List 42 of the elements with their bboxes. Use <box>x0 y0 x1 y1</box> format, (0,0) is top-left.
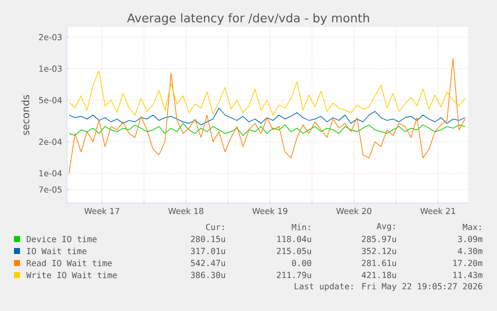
y-tick-label: 7e-05 <box>39 186 62 193</box>
text: 285.97u <box>362 236 396 242</box>
text: 17.20m <box>453 260 482 266</box>
legend-label: IO Wait time <box>27 248 86 254</box>
legend-label: Device IO time <box>26 236 97 242</box>
text: Cur: <box>206 224 224 230</box>
legend-label: Read IO Wait time <box>26 260 112 266</box>
text: 11.43m <box>453 272 482 278</box>
y-tick-label: 2e-03 <box>39 34 62 40</box>
x-tick-label: Week 18 <box>168 208 204 214</box>
text: 386.30u <box>190 272 225 278</box>
line-series <box>68 70 466 116</box>
y-tick-label: 1e-03 <box>39 66 62 72</box>
legend-label: Write IO Wait time <box>26 272 117 278</box>
chart-title: Average latency for /dev/vda - by month <box>127 13 369 25</box>
text: Avg: <box>376 223 395 231</box>
line-series <box>68 58 466 174</box>
text: 3.09m <box>458 236 482 242</box>
text: 215.05u <box>276 248 311 254</box>
text: 280.15u <box>190 236 225 242</box>
text: 281.61u <box>362 260 396 266</box>
text: 421.18u <box>362 272 396 278</box>
text: 542.47u <box>190 260 225 266</box>
x-tick-label: Week 21 <box>420 208 456 214</box>
x-tick-label: Week 17 <box>84 208 120 214</box>
text: 211.79u <box>276 272 311 278</box>
text: Min: <box>292 224 310 230</box>
text: 0.00 <box>292 260 312 266</box>
text: Max: <box>462 224 481 230</box>
x-tick-label: Week 20 <box>336 208 372 214</box>
y-axis-title: seconds <box>22 95 30 135</box>
x-tick-label: Week 19 <box>252 208 288 214</box>
text: Last update: Fri May 22 19:05:27 2026 <box>294 282 482 292</box>
text: 317.01u <box>190 248 225 254</box>
text: 4.30m <box>458 248 482 254</box>
y-tick-label: 1e-04 <box>39 170 62 176</box>
y-tick-label: 2e-04 <box>39 138 62 145</box>
text: 352.12u <box>362 248 396 254</box>
line-series <box>68 122 466 136</box>
text: 118.04u <box>277 236 311 242</box>
y-tick-label: 5e-04 <box>39 97 62 104</box>
line-series <box>68 108 466 126</box>
